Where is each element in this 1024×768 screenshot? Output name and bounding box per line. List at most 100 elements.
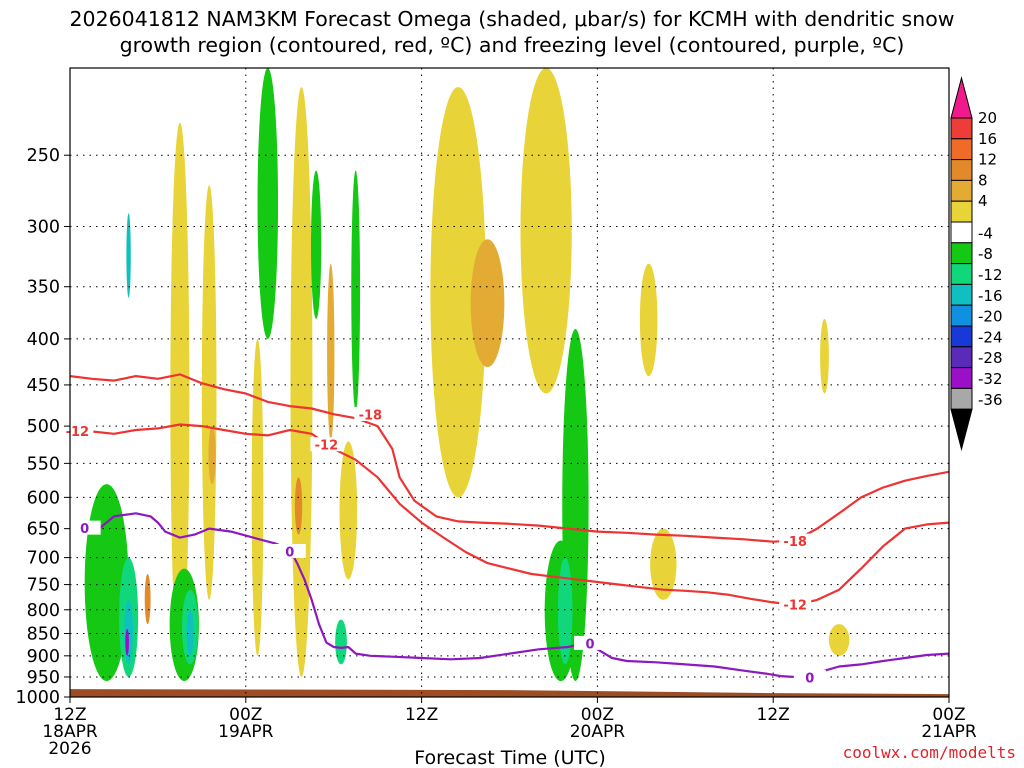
colorbar-tick-3: 8: [978, 171, 988, 189]
colorbar-box-11: [950, 325, 973, 348]
dgz-label-minus18-a: -18: [354, 407, 387, 424]
x-tick-label-0-1: 12Z: [53, 705, 86, 725]
omega-shade-4-9: [820, 318, 829, 394]
omega-shading-layer: [84, 68, 850, 682]
omega-shade--4-16: [257, 68, 279, 339]
x-tick-label-36-2: 20APR: [570, 722, 626, 742]
y-tick-label-900: 900: [27, 647, 60, 667]
colorbar-box-7: [950, 242, 973, 265]
omega-shade-8-12: [208, 426, 216, 485]
colorbar-tick-0: 20: [978, 109, 997, 127]
colorbar-tick-12: -32: [978, 370, 1003, 388]
dgz-label-minus12-c-bg: [779, 596, 812, 611]
x-tick-label-48-1: 12Z: [757, 705, 790, 725]
freezing-label-b-text: 0: [285, 545, 294, 560]
x-axis-label: Forecast Time (UTC): [414, 747, 605, 768]
x-tick-label-60-2: 21APR: [921, 722, 977, 742]
freezing-label-a-bg: [68, 520, 101, 535]
chart-title-line2: growth region (contoured, red, ºC) and f…: [120, 33, 905, 57]
omega-shade--4-17: [310, 170, 322, 319]
colorbar-tick-8: -16: [978, 287, 1003, 305]
colorbar-tick-9: -20: [978, 308, 1003, 326]
omega-shade--8-26: [335, 619, 347, 665]
colorbar-box-13: [950, 367, 973, 389]
y-tick-label-750: 750: [27, 576, 60, 596]
grid-layer: [70, 68, 949, 698]
omega-shade-4-2: [251, 338, 264, 656]
omega-shade--8-25: [557, 557, 573, 665]
omega-shade-4-8: [650, 528, 677, 600]
colorbar-box-1: [950, 117, 973, 140]
freezing-label-b-bg: [273, 543, 306, 558]
colorbar-tick-11: -28: [978, 349, 1003, 367]
freezing-label-d-bg: [793, 669, 826, 684]
dgz-label-minus18-b: -18: [779, 533, 812, 550]
y-tick-label-850: 850: [27, 624, 60, 644]
freezing-label-d-text: 0: [805, 671, 814, 686]
freezing-label-b: 0: [273, 543, 306, 560]
dgz-label-minus12-a-bg: [61, 423, 94, 438]
freezing-label-c-bg: [574, 635, 607, 650]
dgz-label-minus12-a: -12: [61, 423, 94, 440]
terrain-fill: [70, 689, 949, 697]
colorbar-box-2: [950, 138, 973, 161]
y-tick-label-800: 800: [27, 601, 60, 621]
omega-shade--12-29: [126, 213, 131, 298]
omega-shade-8-11: [470, 239, 505, 368]
omega-shade-4-4: [339, 441, 358, 580]
dgz-label-minus18-b-text: -18: [783, 535, 807, 550]
dgz-label-minus18-a-bg: [354, 407, 387, 422]
omega-shade-8-13: [327, 263, 335, 442]
omega-shade-4-5: [430, 87, 487, 498]
y-tick-label-650: 650: [27, 520, 60, 540]
y-tick-label-550: 550: [27, 454, 60, 474]
y-tick-label-350: 350: [27, 278, 60, 298]
colorbar-box-5: [950, 200, 973, 223]
colorbar-tick-2: 12: [978, 151, 997, 169]
colorbar-tick-5: -4: [978, 224, 993, 242]
colorbar-box-10: [950, 304, 973, 327]
omega-shade-12-15: [144, 574, 151, 625]
colorbar-tick-13: -36: [978, 391, 1003, 409]
terrain-layer: [70, 689, 949, 697]
omega-shade--12-28: [186, 609, 194, 656]
colorbar-box-8: [950, 263, 973, 285]
colorbar-box-14: [950, 387, 973, 410]
y-tick-label-700: 700: [27, 549, 60, 569]
dgz-label-minus12-b-text: -12: [315, 439, 339, 454]
colorbar-top-arrow: [950, 76, 973, 119]
omega-shade-4-6: [520, 68, 572, 394]
colorbar-tick-7: -12: [978, 266, 1003, 284]
credit-text: coolwx.com/modelts: [843, 743, 1016, 762]
colorbar-bottom-arrow: [950, 408, 973, 452]
y-tick-label-600: 600: [27, 488, 60, 508]
plot-frame: [69, 67, 950, 698]
x-tick-label-0-2: 18APR: [42, 722, 98, 742]
colorbar-box-4: [950, 179, 973, 202]
dgz-label-minus18-b-bg: [779, 533, 812, 548]
colorbar-tick-6: -8: [978, 245, 993, 263]
y-tick-label-950: 950: [27, 668, 60, 688]
colorbar-box-9: [950, 283, 973, 306]
freezing-label-a-text: 0: [80, 522, 89, 537]
dgz-label-minus12-c: -12: [779, 596, 812, 613]
colorbar-tick-10: -24: [978, 328, 1003, 346]
x-tick-label-36-1: 00Z: [581, 705, 614, 725]
contour-label-layer: -12 -12 -12 -18 -18 0 0 0 0: [61, 407, 826, 686]
dgz-contour-minus12: [70, 423, 949, 606]
x-tick-label-60-1: 00Z: [932, 705, 965, 725]
freezing-label-d: 0: [793, 669, 826, 686]
dgz-contour-minus18: [70, 373, 949, 543]
colorbar-box-6: [950, 221, 973, 244]
y-axis: 250 300 350 400 450 500 550 600 650 700 750 800 850 9…: [15, 146, 70, 708]
y-tick-label-400: 400: [27, 330, 60, 350]
dgz-label-minus12-a-text: -12: [66, 425, 90, 440]
y-tick-label-500: 500: [27, 417, 60, 437]
omega-shade-4-10: [828, 624, 850, 656]
omega-shade-4-7: [639, 263, 658, 377]
y-tick-label-300: 300: [27, 217, 60, 237]
dgz-label-minus12-b: -12: [310, 437, 343, 454]
colorbar-box-3: [950, 159, 973, 181]
